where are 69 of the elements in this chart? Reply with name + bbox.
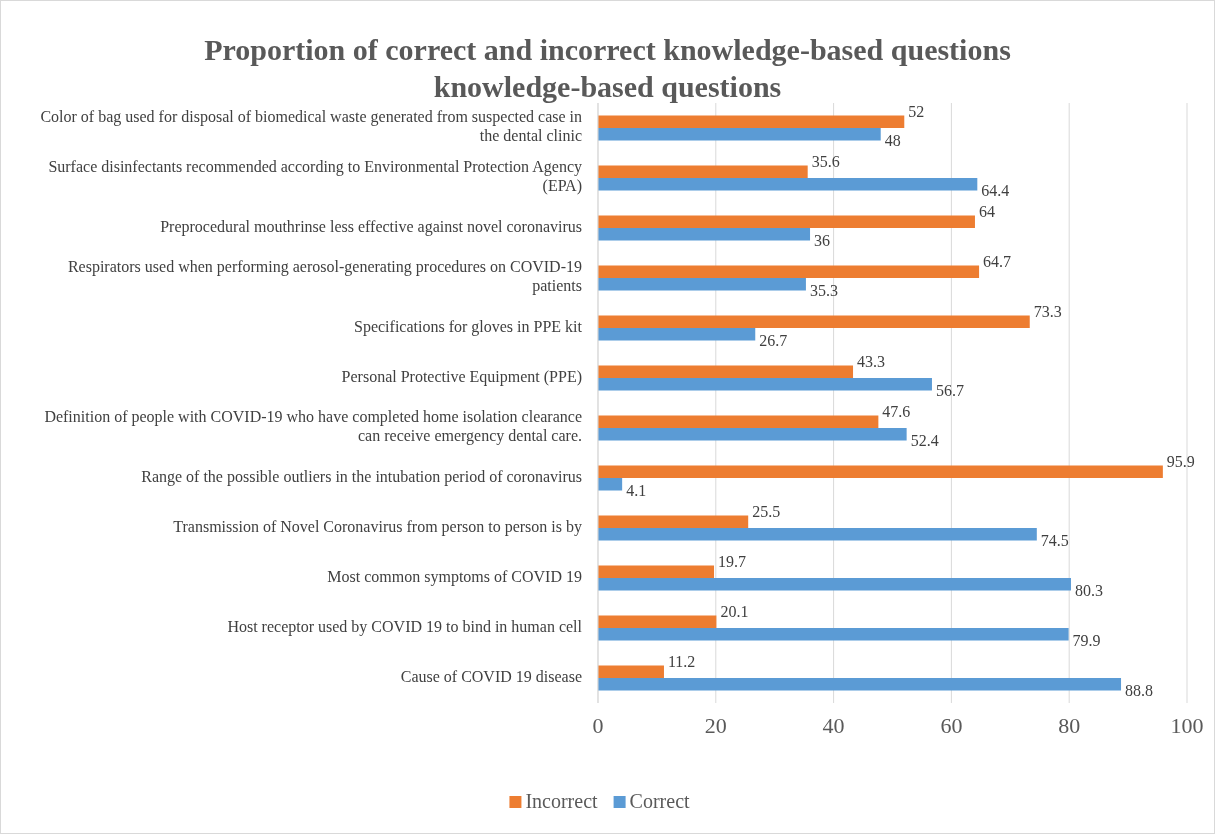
bar: [598, 578, 1071, 591]
bar: [598, 678, 1122, 691]
legend-label: Incorrect: [525, 789, 599, 812]
x-tick-label: 20: [704, 713, 727, 738]
y-tick-label: Cause of COVID 19 disease: [400, 667, 582, 685]
data-label: 4.1: [626, 481, 647, 499]
bar: [598, 515, 749, 528]
chart-title: Proportion of correct and incorrect knowledge-based questions knowledge-based questions: [204, 33, 1011, 103]
bar: [598, 415, 879, 428]
data-label: 52.4: [910, 431, 939, 449]
bar: [598, 478, 623, 491]
y-tick-label: Surface disinfectants recommended according to Environmental Protection Agency (EPA): [48, 158, 582, 196]
bar: [598, 178, 978, 191]
y-tick-label: Most common symptoms of COVID 19: [327, 567, 582, 586]
data-label: 64.7: [983, 253, 1012, 271]
data-label: 80.3: [1074, 581, 1103, 599]
y-tick-label: Specifications for gloves in PPE kit: [354, 317, 583, 336]
data-label: 73.3: [1033, 303, 1062, 321]
bar: [598, 115, 905, 128]
bar: [598, 615, 717, 628]
bar: [598, 378, 932, 391]
data-label: 35.3: [809, 281, 838, 299]
bar: [598, 128, 881, 141]
data-label: 35.6: [811, 153, 840, 171]
data-label: 19.7: [718, 553, 747, 571]
bar: [598, 228, 811, 241]
data-label: 52: [908, 103, 925, 121]
bar: [598, 365, 854, 378]
x-tick-label: 40: [822, 713, 845, 738]
y-tick-label: Transmission of Novel Coronavirus from person to person is by: [173, 517, 582, 536]
bar: [598, 215, 975, 228]
bar: [598, 528, 1037, 541]
data-label: 95.9: [1166, 453, 1195, 471]
bar: [598, 265, 980, 278]
data-label: 11.2: [667, 653, 696, 671]
bar: [598, 565, 715, 578]
x-tick-label: 80: [1058, 713, 1081, 738]
y-tick-label: Definition of people with COVID-19 who have completed home isolation clearance can receive emergency dental care.: [44, 408, 582, 446]
x-tick-label: 100: [1170, 713, 1204, 738]
x-tick-label: 60: [940, 713, 963, 738]
data-label: 20.1: [720, 603, 749, 621]
data-label: 64.4: [981, 181, 1010, 199]
bar: [598, 465, 1163, 478]
y-tick-label: Range of the possible outliers in the intubation period of coronavirus: [141, 467, 582, 486]
y-tick-label: Personal Protective Equipment (PPE): [341, 367, 582, 386]
data-label: 47.6: [882, 403, 911, 421]
bar: [598, 165, 808, 178]
bar: [598, 278, 806, 291]
bar: [598, 428, 907, 441]
data-label: 36: [814, 231, 831, 249]
bar: [598, 328, 756, 341]
bar: [598, 665, 664, 678]
data-label: 64: [978, 203, 995, 221]
data-label: 26.7: [759, 331, 788, 349]
data-label: 56.7: [935, 381, 964, 399]
y-tick-label: Respirators used when performing aerosol-generating procedures on COVID-19 patients: [67, 258, 582, 296]
data-label: 25.5: [752, 503, 781, 521]
y-tick-label: Preprocedural mouthrinse less effective against novel coronavirus: [160, 217, 582, 236]
data-label: 43.3: [857, 353, 886, 371]
data-label: 88.8: [1125, 681, 1154, 699]
x-tick-label: 0: [592, 713, 604, 738]
y-tick-label: Host receptor used by COVID 19 to bind in human cell: [227, 617, 583, 636]
data-label: 79.9: [1072, 631, 1101, 649]
y-tick-label: Color of bag used for disposal of biomedical waste generated from suspected case in the dental clinic: [40, 108, 582, 145]
data-label: 74.5: [1040, 531, 1069, 549]
bar: [598, 315, 1030, 328]
legend-label: Correct: [629, 789, 691, 812]
bar: [598, 628, 1069, 641]
data-label: 48: [884, 131, 901, 149]
